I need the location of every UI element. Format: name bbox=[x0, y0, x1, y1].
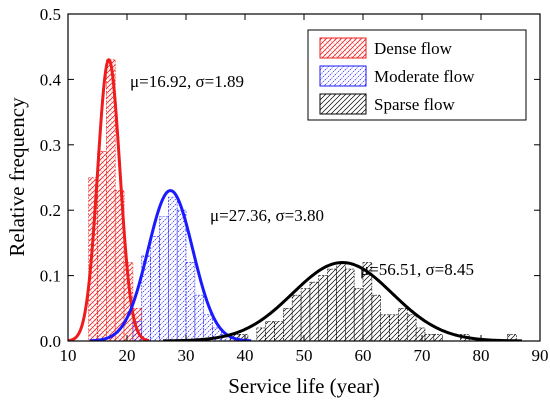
moderate-flow-bar-5 bbox=[176, 209, 187, 341]
moderate-flow-bar-7 bbox=[194, 294, 205, 341]
sparse-flow-fit-curve bbox=[162, 261, 522, 341]
moderate-flow-bar-6 bbox=[185, 262, 196, 341]
sparse-flow-bar-11 bbox=[336, 262, 346, 341]
sparse-flow-annotation: μ=56.51, σ=8.45 bbox=[360, 260, 474, 279]
legend-label-sparse-flow: Sparse flow bbox=[374, 95, 455, 114]
x-tick-label: 80 bbox=[473, 346, 490, 365]
y-tick-label: 0.1 bbox=[40, 267, 61, 286]
sparse-flow-bar-10 bbox=[327, 268, 337, 341]
x-tick-label: 30 bbox=[178, 346, 195, 365]
x-tick-label: 90 bbox=[532, 346, 549, 365]
moderate-flow-fit-curve bbox=[89, 189, 252, 341]
y-tick-label: 0.3 bbox=[40, 136, 61, 155]
x-tick-label: 10 bbox=[60, 346, 77, 365]
sparse-flow-bar-16 bbox=[380, 314, 390, 341]
dense-flow-annotation: μ=16.92, σ=1.89 bbox=[130, 72, 244, 91]
x-axis-title: Service life (year) bbox=[228, 374, 380, 398]
sparse-flow-bar-4 bbox=[274, 321, 284, 341]
x-tick-label: 70 bbox=[414, 346, 431, 365]
sparse-flow-bar-3 bbox=[265, 321, 275, 341]
moderate-flow-annotation: μ=27.36, σ=3.80 bbox=[210, 206, 324, 225]
x-tick-label: 40 bbox=[237, 346, 254, 365]
legend-label-dense-flow: Dense flow bbox=[374, 39, 453, 58]
sparse-flow-bar-22 bbox=[433, 334, 443, 341]
x-tick-label: 50 bbox=[296, 346, 313, 365]
sparse-flow-bar-5 bbox=[283, 307, 293, 341]
sparse-flow-bar-6 bbox=[291, 294, 302, 341]
legend-swatch-sparse-flow bbox=[319, 93, 367, 115]
y-tick-label: 0.0 bbox=[40, 332, 61, 351]
y-tick-label: 0.5 bbox=[40, 5, 61, 24]
legend: Dense flow Moderate flow Sparse flow bbox=[307, 29, 527, 121]
moderate-flow-bar-4 bbox=[168, 196, 178, 341]
histogram-bars bbox=[88, 59, 517, 341]
moderate-flow-bar-3 bbox=[159, 216, 169, 341]
sparse-flow-bar-13 bbox=[353, 288, 364, 341]
normal-fit-curves bbox=[68, 58, 522, 341]
sparse-flow-bar-9 bbox=[318, 275, 328, 341]
y-tick-label: 0.4 bbox=[40, 70, 62, 89]
legend-swatch-dense-flow bbox=[319, 37, 367, 59]
sparse-flow-bar-2 bbox=[256, 327, 266, 341]
y-tick-label: 0.2 bbox=[40, 201, 61, 220]
sparse-flow-bar-15 bbox=[371, 294, 382, 341]
y-axis-title: Relative frequency bbox=[5, 97, 29, 257]
sparse-flow-bar-20 bbox=[415, 327, 426, 341]
dense-flow-bar-1 bbox=[97, 151, 107, 341]
legend-swatch-moderate-flow bbox=[319, 65, 367, 87]
sparse-flow-bar-8 bbox=[309, 281, 320, 341]
axis-ticks: 10 20 30 40 50 60 70 80 90 0.0 0.1 0.2 0.3 0.4 0.5 bbox=[40, 5, 549, 365]
x-tick-label: 60 bbox=[355, 346, 372, 365]
x-tick-label: 20 bbox=[119, 346, 136, 365]
sparse-flow-bar-7 bbox=[300, 288, 311, 341]
dense-flow-fit-curve bbox=[68, 58, 150, 341]
sparse-flow-bar-21 bbox=[424, 334, 435, 341]
sparse-flow-bar-19 bbox=[406, 314, 417, 341]
moderate-flow-bar-2 bbox=[150, 236, 160, 341]
sparse-flow-bar-12 bbox=[344, 268, 355, 341]
sparse-flow-bar-17 bbox=[389, 314, 399, 341]
sparse-flow-bar-18 bbox=[398, 307, 408, 341]
legend-label-moderate-flow: Moderate flow bbox=[374, 67, 475, 86]
moderate-flow-bar-9 bbox=[212, 327, 222, 341]
